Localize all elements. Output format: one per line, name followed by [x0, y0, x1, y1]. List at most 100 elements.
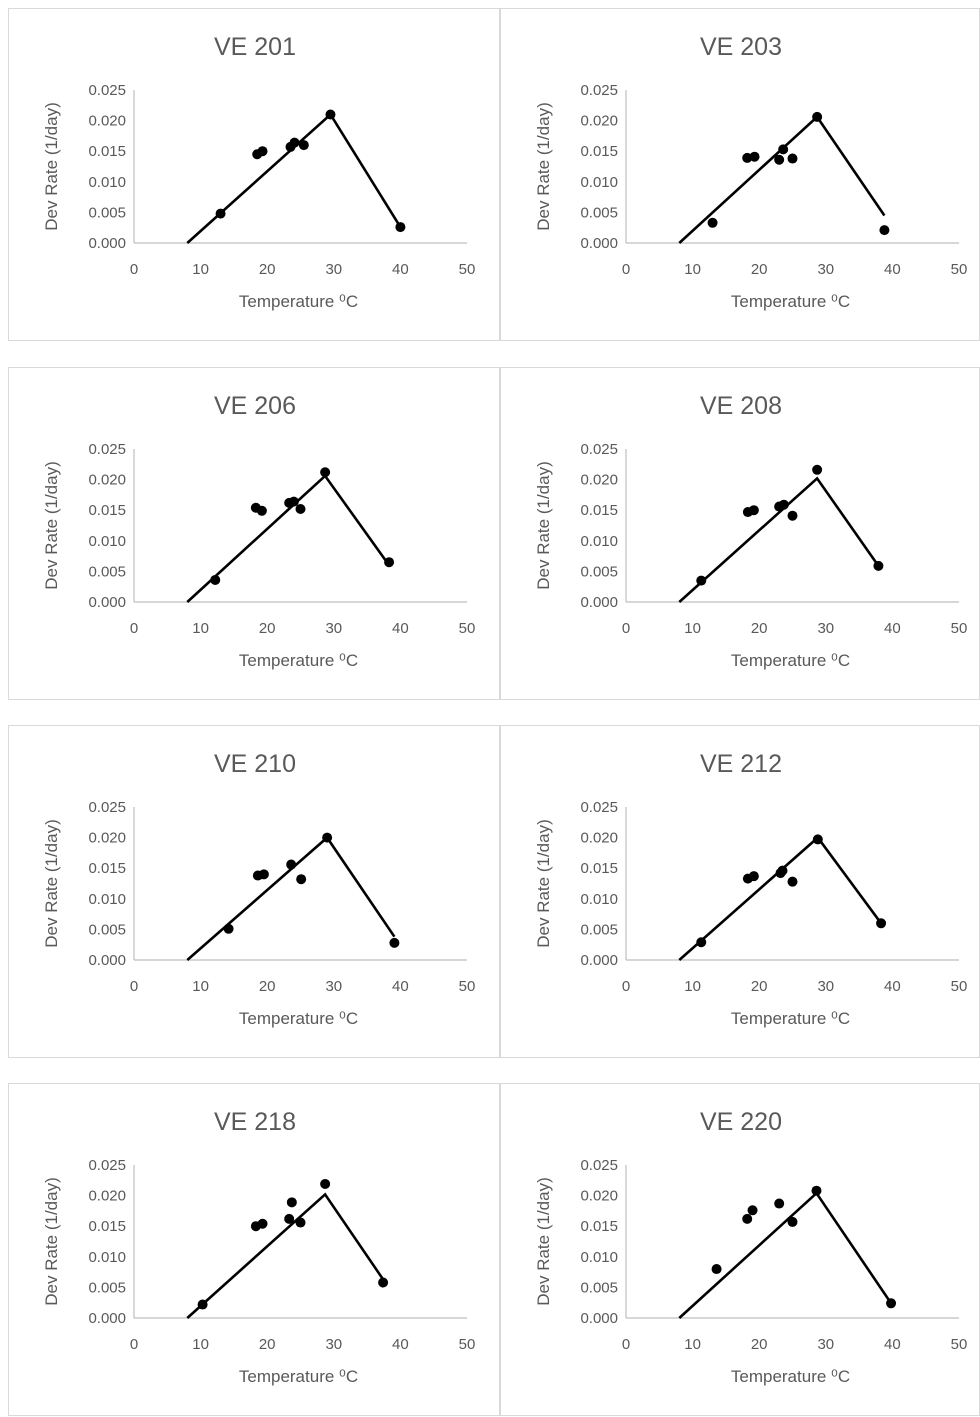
data-point — [711, 1264, 722, 1275]
data-point — [696, 937, 707, 948]
x-axis-label: Temperature ⁰C — [731, 292, 850, 311]
data-point — [787, 153, 798, 164]
y-axis-label: Dev Rate (1/day) — [42, 102, 61, 231]
x-tick-label: 10 — [684, 261, 701, 278]
chart-svg: VE 201 0.000 0.005 0.010 0.015 0.020 0.025 0 10 2… — [42, 33, 475, 311]
x-tick-label: 40 — [884, 261, 901, 278]
x-tick-label: 0 — [130, 261, 138, 278]
x-tick-label: 10 — [192, 978, 209, 995]
data-point — [384, 557, 395, 568]
chart-title: VE 210 — [214, 750, 296, 778]
y-tick-label: 0.025 — [88, 1157, 126, 1174]
fit-line — [186, 835, 396, 961]
chart-svg: VE 212 0.000 0.005 0.010 0.015 0.020 0.025 0 10 2… — [534, 750, 968, 1028]
chart-panel-8: VE 220 0.000 0.005 0.010 0.015 0.020 0.025 0 10 2… — [500, 1083, 980, 1416]
fit-line — [678, 476, 880, 603]
data-point — [389, 937, 400, 948]
y-tick-label: 0.010 — [88, 533, 126, 550]
data-point — [787, 1216, 798, 1227]
x-tick-label: 30 — [325, 620, 342, 637]
data-point — [747, 1205, 758, 1216]
data-point — [787, 510, 798, 521]
data-point — [295, 503, 306, 514]
y-tick-label: 0.025 — [88, 82, 126, 99]
data-point — [257, 146, 268, 157]
x-tick-label: 40 — [392, 620, 409, 637]
x-tick-label: 0 — [622, 620, 630, 637]
y-tick-label: 0.000 — [580, 235, 618, 252]
y-tick-label: 0.020 — [580, 472, 618, 489]
y-tick-label: 0.025 — [580, 82, 618, 99]
x-tick-label: 30 — [817, 978, 834, 995]
x-tick-label: 50 — [951, 978, 968, 995]
data-point — [320, 1178, 331, 1189]
data-point — [197, 1299, 208, 1310]
y-tick-label: 0.020 — [88, 113, 126, 130]
data-point — [812, 464, 823, 475]
x-tick-label: 30 — [325, 261, 342, 278]
x-axis-label: Temperature ⁰C — [731, 651, 850, 670]
data-point — [284, 1213, 295, 1224]
y-tick-label: 0.000 — [580, 952, 618, 969]
y-tick-label: 0.020 — [580, 1188, 618, 1205]
y-tick-label: 0.000 — [88, 594, 126, 611]
chart-panel-1: VE 201 0.000 0.005 0.010 0.015 0.020 0.025 0 10 2… — [8, 8, 500, 341]
y-tick-label: 0.025 — [580, 799, 618, 816]
chart-svg: VE 210 0.000 0.005 0.010 0.015 0.020 0.025 0 10 2… — [42, 750, 475, 1028]
y-axis-label: Dev Rate (1/day) — [534, 1177, 553, 1306]
y-tick-label: 0.025 — [580, 441, 618, 458]
x-tick-label: 30 — [817, 620, 834, 637]
x-axis-label: Temperature ⁰C — [731, 1009, 850, 1028]
chart-title: VE 218 — [214, 1108, 296, 1136]
data-point — [812, 834, 823, 845]
y-axis-label: Dev Rate (1/day) — [42, 461, 61, 590]
y-tick-label: 0.020 — [88, 472, 126, 489]
data-point — [748, 871, 759, 882]
y-tick-label: 0.010 — [88, 174, 126, 191]
y-tick-label: 0.010 — [580, 174, 618, 191]
chart-svg: VE 208 0.000 0.005 0.010 0.015 0.020 0.025 0 10 2… — [534, 392, 967, 670]
x-tick-label: 20 — [259, 261, 276, 278]
x-tick-label: 10 — [192, 261, 209, 278]
x-tick-label: 50 — [459, 620, 476, 637]
chart-svg: VE 203 0.000 0.005 0.010 0.015 0.020 0.025 0 10 2… — [534, 33, 967, 311]
y-axis-label: Dev Rate (1/day) — [534, 461, 553, 590]
data-point — [812, 111, 823, 122]
chart-title: VE 220 — [700, 1108, 782, 1136]
data-point — [749, 151, 760, 162]
x-axis-label: Temperature ⁰C — [731, 1367, 850, 1386]
y-axis-label: Dev Rate (1/day) — [42, 1177, 61, 1306]
data-point — [286, 859, 297, 870]
data-point — [778, 144, 789, 155]
data-point — [258, 869, 269, 880]
x-tick-label: 10 — [684, 978, 701, 995]
y-tick-label: 0.020 — [580, 113, 618, 130]
chart-panel-7: VE 218 0.000 0.005 0.010 0.015 0.020 0.025 0 10 2… — [8, 1083, 500, 1416]
chart-svg: VE 218 0.000 0.005 0.010 0.015 0.020 0.025 0 10 2… — [42, 1108, 475, 1386]
data-point — [748, 505, 759, 516]
chart-svg: VE 206 0.000 0.005 0.010 0.015 0.020 0.025 0 10 2… — [42, 392, 476, 670]
y-tick-label: 0.020 — [88, 1188, 126, 1205]
data-point — [298, 140, 309, 151]
chart-title: VE 212 — [700, 750, 782, 778]
y-tick-label: 0.025 — [88, 799, 126, 816]
y-axis-label: Dev Rate (1/day) — [42, 819, 61, 948]
chart-panel-5: VE 210 0.000 0.005 0.010 0.015 0.020 0.025 0 10 2… — [8, 725, 500, 1058]
y-tick-label: 0.000 — [88, 952, 126, 969]
x-tick-label: 40 — [884, 1336, 901, 1353]
data-point — [774, 1198, 785, 1209]
chart-title: VE 201 — [214, 33, 296, 61]
y-tick-label: 0.000 — [88, 235, 126, 252]
data-point — [787, 876, 798, 887]
y-tick-label: 0.020 — [88, 830, 126, 847]
y-tick-label: 0.005 — [580, 921, 618, 938]
x-tick-label: 0 — [130, 978, 138, 995]
x-axis-label: Temperature ⁰C — [239, 1009, 358, 1028]
data-point — [325, 109, 336, 120]
x-tick-label: 30 — [325, 1336, 342, 1353]
data-point — [774, 154, 785, 165]
x-tick-label: 50 — [951, 1336, 968, 1353]
x-tick-label: 0 — [622, 1336, 630, 1353]
x-tick-label: 20 — [259, 1336, 276, 1353]
data-point — [395, 222, 406, 233]
